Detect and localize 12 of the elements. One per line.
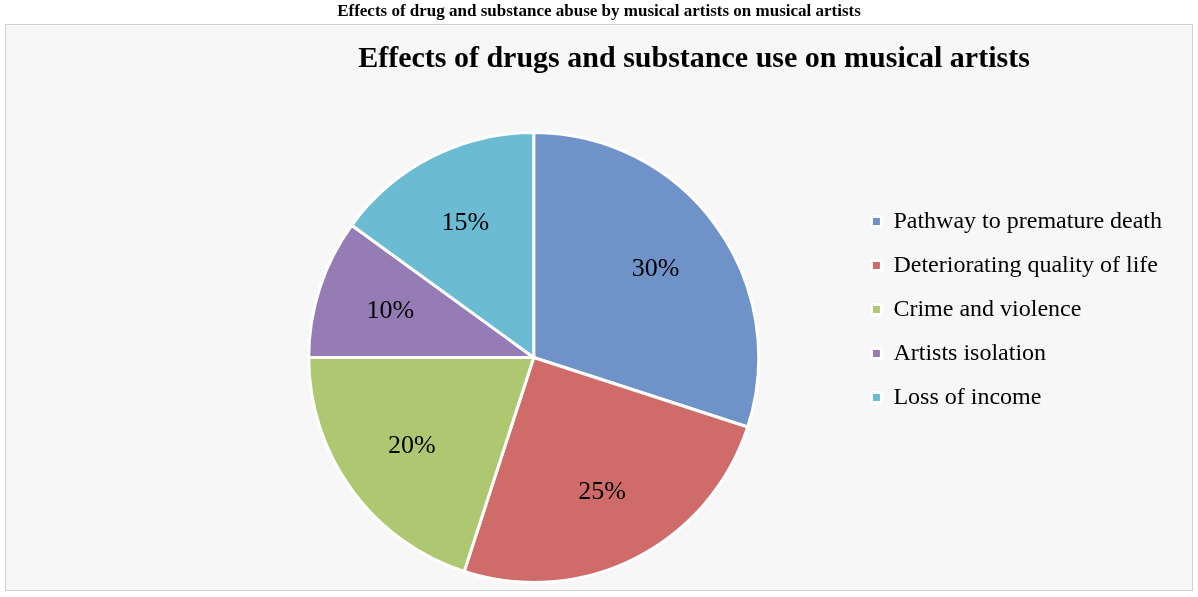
legend-label: Loss of income — [893, 382, 1042, 409]
data-label: 25% — [578, 475, 626, 505]
legend-label: Deteriorating quality of life — [893, 250, 1159, 277]
data-label: 20% — [387, 429, 436, 459]
data-label: 10% — [366, 294, 415, 324]
legend-label: Artists isolation — [893, 338, 1047, 365]
chart-title: Effects of drugs and substance use on musical artists — [358, 39, 1030, 73]
legend-label: Pathway to premature death — [893, 206, 1163, 233]
data-label: 30% — [631, 252, 680, 282]
text: Effects of drug and substance abuse by musical artists on musical artists — [336, 0, 862, 22]
legend-label: Crime and violence — [893, 294, 1082, 321]
data-label: 15% — [441, 207, 490, 237]
